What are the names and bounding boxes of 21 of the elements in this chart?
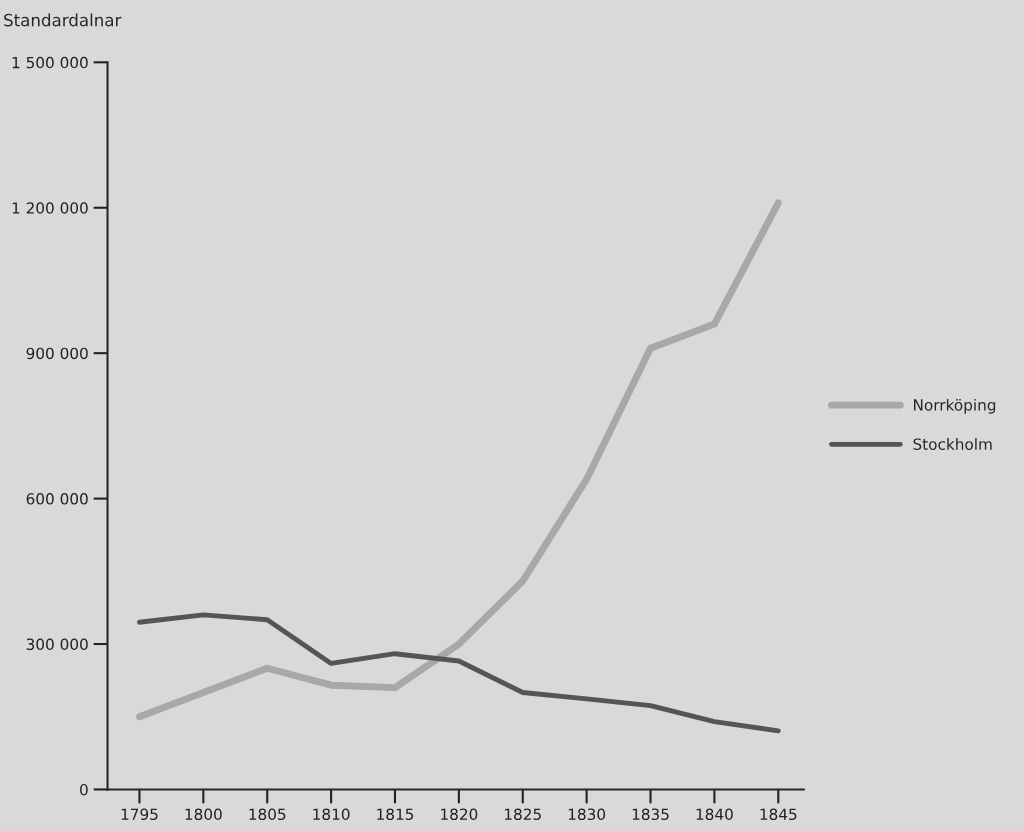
y-axis-title: Standardalnar <box>4 13 122 27</box>
y-tick-label: 600 000 <box>26 493 88 505</box>
x-tick-label: 1830 <box>568 808 606 821</box>
y-tick-label: 0 <box>80 783 88 796</box>
line-series <box>137 612 781 734</box>
legend-label: Norrköping <box>913 398 996 414</box>
y-tick-label: 1 500 000 <box>12 56 88 69</box>
x-tick-label: 1795 <box>121 808 158 821</box>
x-tick-label: 1845 <box>760 808 797 821</box>
x-tick-label: 1810 <box>313 808 350 821</box>
y-tick-label: 1 200 000 <box>12 202 88 214</box>
x-tick-label: 1835 <box>632 808 669 821</box>
x-tick-label: 1825 <box>504 808 541 821</box>
y-tick-label: 300 000 <box>26 638 88 651</box>
x-tick-label: 1820 <box>441 808 478 821</box>
x-tick-label: 1805 <box>249 808 286 821</box>
x-tick-label: 1840 <box>696 808 733 821</box>
x-tick-label: 1815 <box>377 808 414 821</box>
x-tick-label: 1800 <box>185 808 222 821</box>
y-tick-label: 900 000 <box>26 347 88 360</box>
legend-label: Stockholm <box>913 438 992 450</box>
